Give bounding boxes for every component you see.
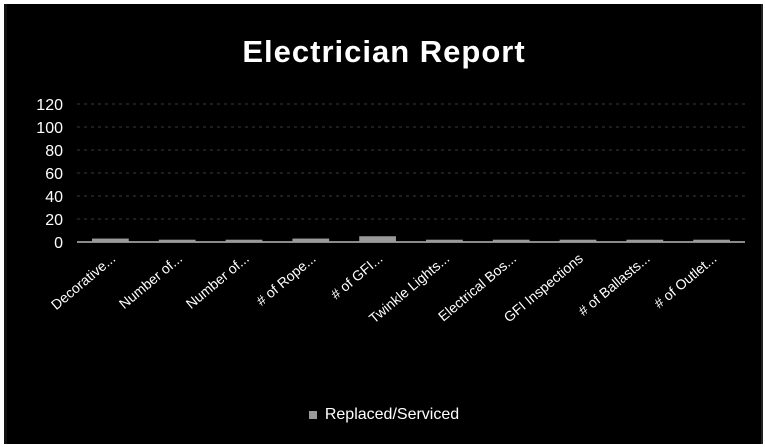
bar	[559, 239, 597, 242]
x-category-label: # of Rope...	[253, 250, 319, 309]
legend-swatch	[308, 410, 317, 419]
bar	[426, 239, 463, 242]
x-category-label: # of Ballasts...	[575, 250, 653, 319]
y-tick-label: 40	[45, 189, 63, 206]
y-tick-label: 60	[45, 166, 63, 183]
y-tick-label: 20	[45, 212, 63, 229]
bar	[92, 238, 129, 242]
bar	[626, 239, 664, 242]
bar	[158, 239, 196, 242]
legend-label: Replaced/Serviced	[324, 406, 460, 423]
bar	[492, 239, 530, 242]
x-category-label: Number of...	[116, 250, 185, 312]
legend: Replaced/Serviced	[7, 406, 761, 424]
bar	[693, 239, 730, 242]
x-category-label: # of Outlet...	[651, 250, 720, 311]
chart-frame: Electrician Report 0 20 40 60 80 100 120 Decor…	[4, 4, 763, 444]
y-tick-label: 80	[45, 143, 63, 160]
chart-title: Electrician Report	[242, 34, 526, 69]
y-tick-label: 0	[54, 235, 63, 252]
x-category-label: Decorative...	[48, 250, 118, 313]
bar	[292, 238, 330, 242]
y-tick-label: 120	[36, 97, 63, 114]
x-category-label: Number of...	[183, 250, 252, 312]
y-tick-label: 100	[36, 120, 63, 137]
bar	[225, 239, 263, 242]
bar	[359, 236, 396, 242]
x-category-label: # of GFI...	[328, 250, 386, 302]
